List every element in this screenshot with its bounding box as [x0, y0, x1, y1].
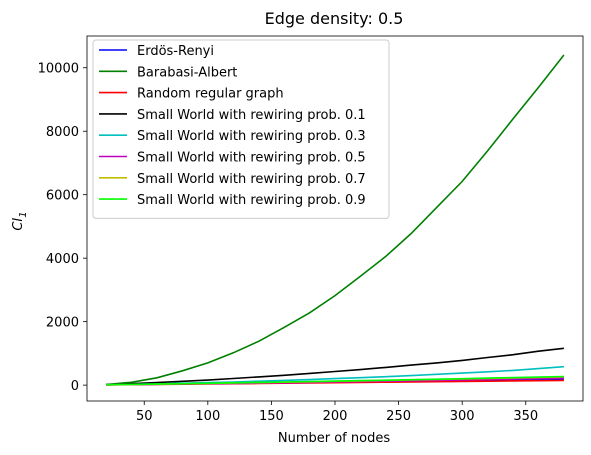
legend-box	[92, 39, 390, 219]
x-axis-label: Number of nodes	[278, 431, 390, 446]
legend-label: Random regular graph	[137, 87, 284, 102]
y-tick-label: 4000	[46, 252, 79, 267]
legend-label: Small World with rewiring prob. 0.9	[137, 193, 366, 208]
legend-label: Erdös-Renyi	[137, 44, 214, 59]
legend-label: Barabasi-Albert	[137, 65, 237, 80]
x-tick-label: 300	[450, 409, 475, 424]
y-tick-label: 6000	[46, 189, 79, 204]
legend: Erdös-Renyi Barabasi-Albert Random regular…	[92, 39, 390, 219]
x-tick-label: 100	[195, 409, 220, 424]
series-line-4	[106, 347, 564, 386]
x-tick-label: 250	[386, 409, 411, 424]
series-line-2	[106, 54, 565, 386]
y-tick-label: 8000	[46, 125, 79, 140]
chart-title: Edge density: 0.5	[265, 9, 404, 28]
y-axis: 0 2000 4000 6000 8000 10000	[38, 62, 87, 394]
x-tick-label: 350	[513, 409, 538, 424]
legend-label: Small World with rewiring prob. 0.1	[137, 108, 366, 123]
x-tick-label: 50	[136, 409, 153, 424]
legend-label: Small World with rewiring prob. 0.7	[137, 172, 366, 187]
legend-label: Small World with rewiring prob. 0.5	[137, 151, 366, 166]
series-line-8	[106, 375, 564, 386]
y-tick-label: 10000	[38, 62, 79, 77]
y-tick-label: 2000	[46, 316, 79, 331]
x-tick-label: 200	[323, 409, 348, 424]
plot-area	[86, 35, 584, 402]
x-axis: 50 100 150 200 250 300 350	[136, 401, 538, 424]
legend-label: Small World with rewiring prob. 0.3	[137, 129, 366, 144]
y-axis-label: CI1	[11, 211, 29, 230]
x-tick-label: 150	[259, 409, 284, 424]
y-tick-label: 0	[71, 379, 79, 394]
